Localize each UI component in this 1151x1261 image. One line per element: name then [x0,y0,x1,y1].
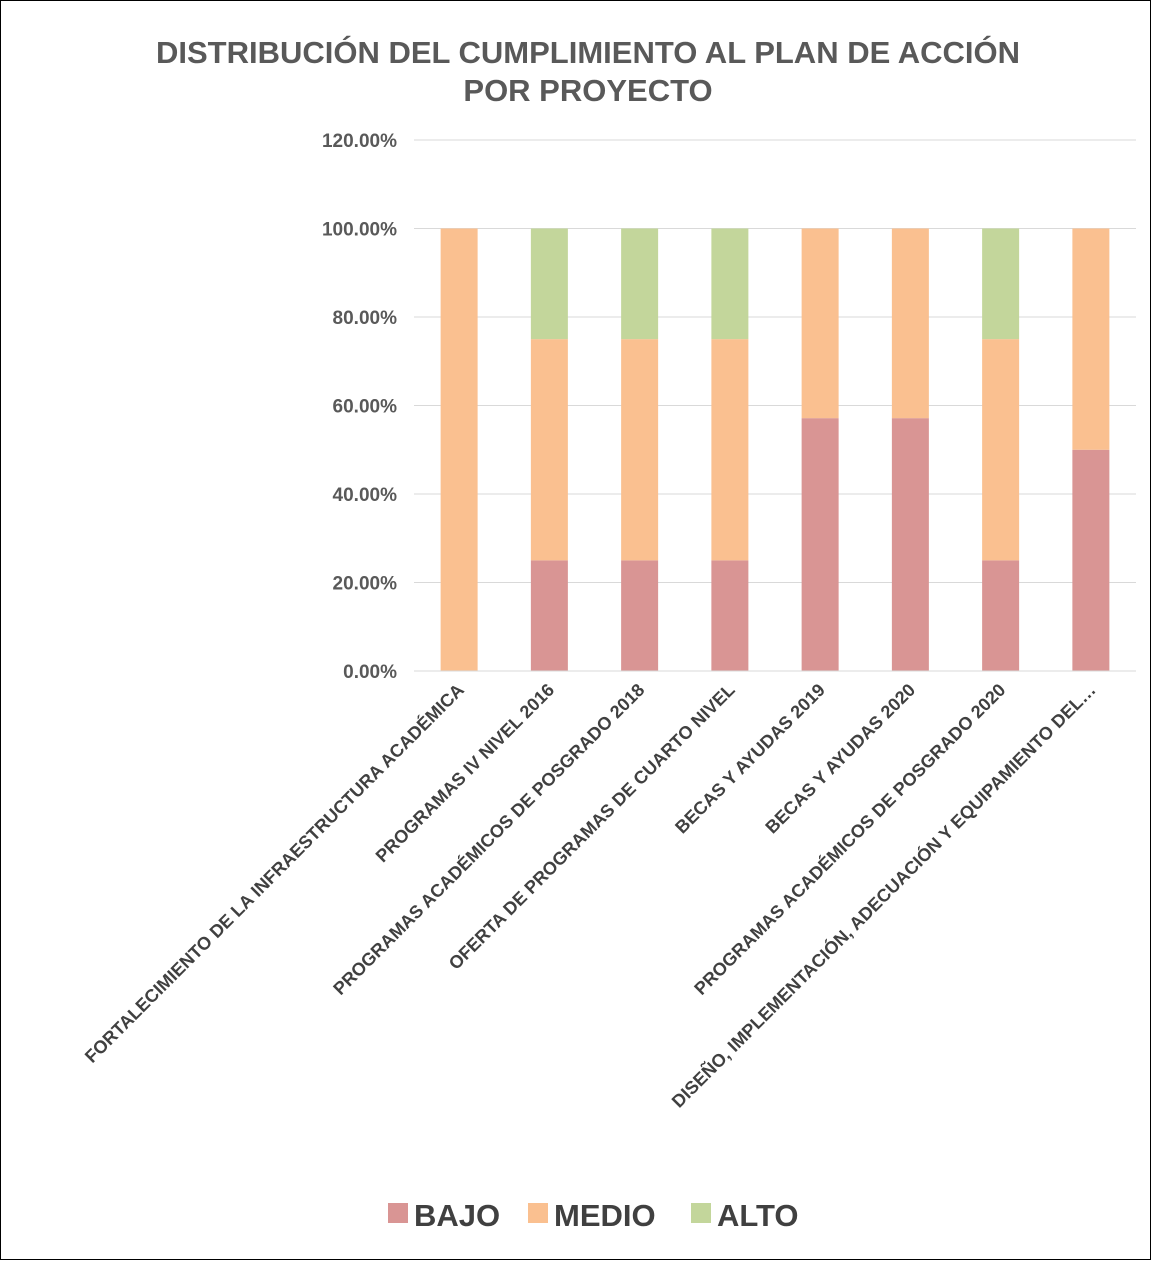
legend-label-medio: MEDIO [554,1198,656,1233]
legend-label-alto: ALTO [717,1198,799,1233]
legend: BAJO MEDIO ALTO [388,1198,799,1233]
legend-swatch-medio [528,1203,548,1223]
x-category-label: FORTALECIMIENTO DE LA INFRAESTRUCTURA AC… [80,679,468,1067]
bar-segment-alto [982,228,1020,340]
bars [440,228,1110,671]
bar-segment-bajo [530,560,568,671]
bar-segment-medio [982,339,1020,561]
bar-segment-bajo [891,418,929,671]
bar-segment-bajo [982,560,1020,671]
bar-segment-medio [621,339,659,561]
y-tick-label: 60.00% [333,397,398,418]
x-category-label: BECAS Y AYUDAS 2020 [761,680,919,838]
chart-title-line-1: DISTRIBUCIÓN DEL CUMPLIMIENTO AL PLAN DE… [156,34,1020,70]
y-tick-label: 0.00% [343,662,397,683]
legend-swatch-bajo [388,1203,408,1223]
bar-segment-bajo [1072,449,1110,671]
legend-label-bajo: BAJO [414,1198,500,1233]
gridlines [414,139,1136,583]
y-tick-label: 40.00% [333,485,398,506]
chart-title-line-2: POR PROYECTO [463,73,712,108]
legend-swatch-alto [691,1203,711,1223]
x-category-label: DISEÑO, IMPLEMENTACIÓN, ADECUACIÓN Y EQU… [667,679,1100,1112]
x-category-label: PROGRAMAS ACADÉMICOS DE POSGRADO 2020 [690,679,1010,999]
y-tick-label: 20.00% [333,574,398,595]
bar-segment-bajo [801,418,839,671]
x-category-label: BECAS Y AYUDAS 2019 [671,680,829,838]
bar-segment-medio [1072,228,1110,450]
bar-segment-medio [891,228,929,419]
y-tick-label: 120.00% [322,131,397,152]
x-axis-category-labels: FORTALECIMIENTO DE LA INFRAESTRUCTURA AC… [80,679,1099,1112]
y-tick-label: 100.00% [322,220,397,241]
y-tick-label: 80.00% [333,308,398,329]
bar-segment-medio [440,228,478,671]
bar-segment-alto [530,228,568,340]
x-category-label: PROGRAMAS IV NIVEL 2016 [372,680,558,866]
bar-segment-medio [801,228,839,419]
bar-segment-bajo [711,560,749,671]
bar-segment-bajo [621,560,659,671]
bar-segment-medio [711,339,749,561]
bar-segment-alto [621,228,659,340]
bar-segment-medio [530,339,568,561]
y-axis-tick-labels: 0.00% 20.00% 40.00% 60.00% 80.00% 100.00% 120.… [322,131,397,683]
bar-segment-alto [711,228,749,340]
x-category-label: PROGRAMAS ACADÉMICOS DE POSGRADO 2018 [329,679,649,999]
